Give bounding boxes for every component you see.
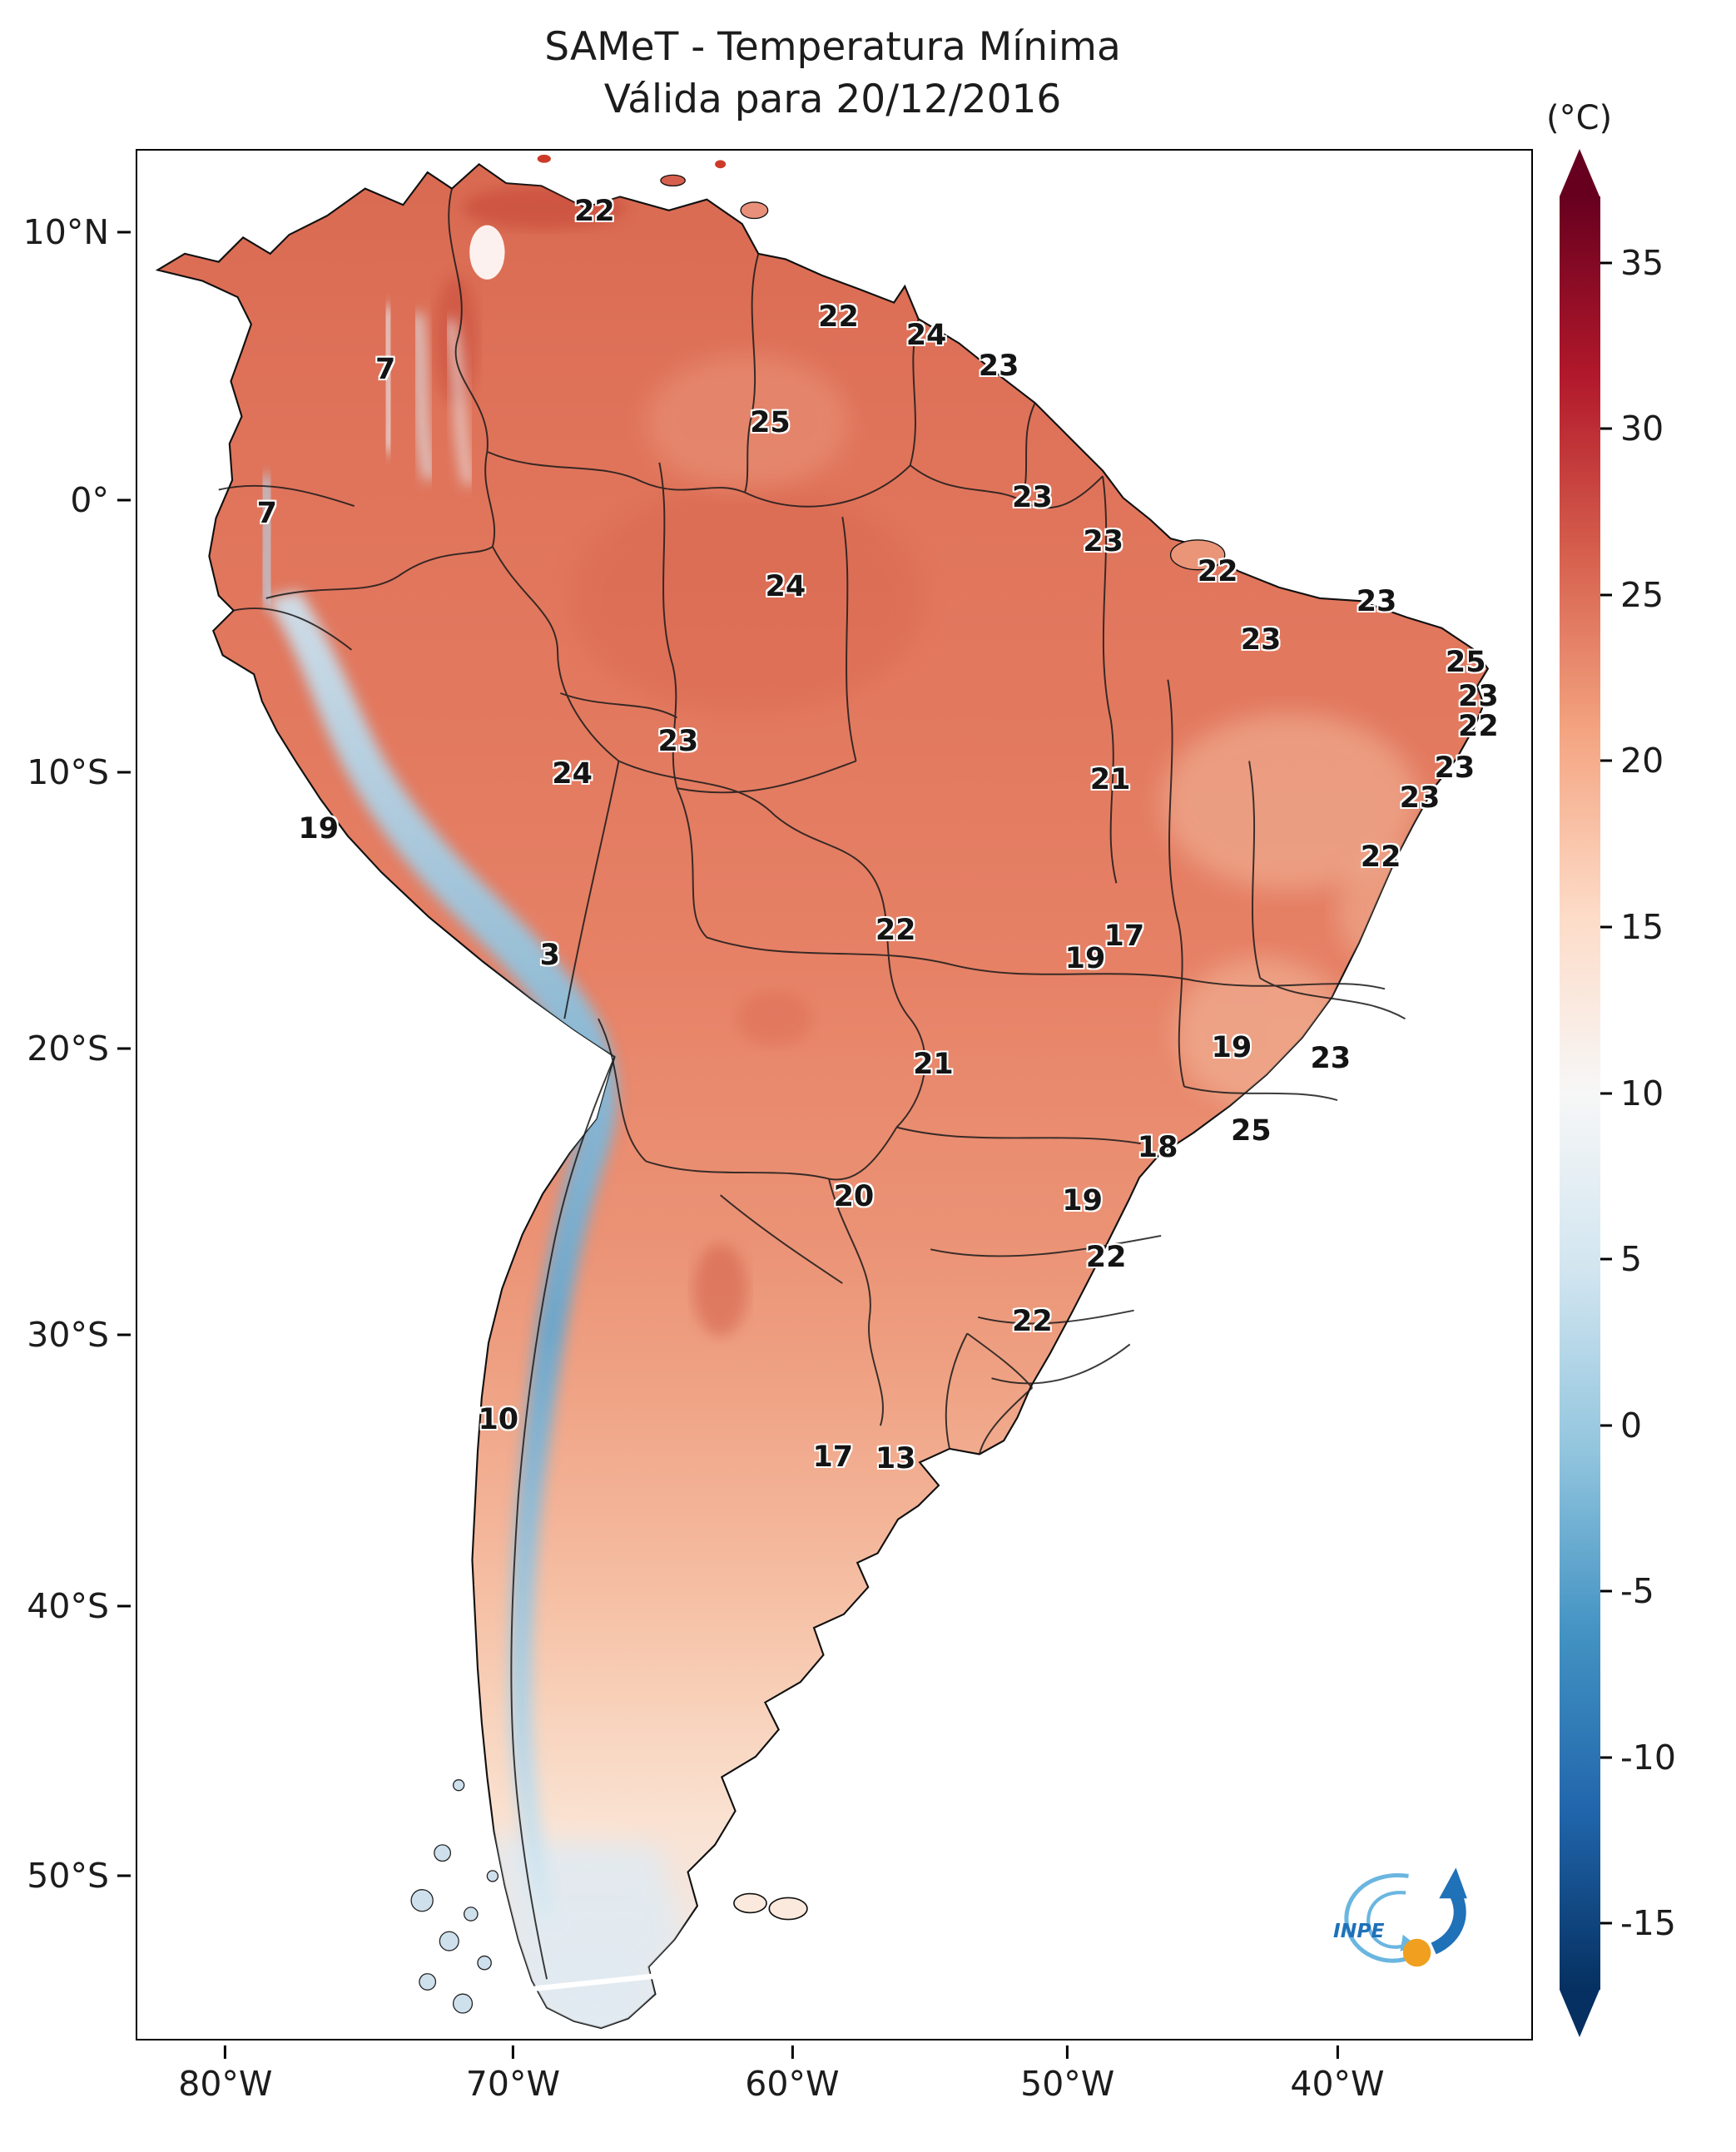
figure-title: SAMeT - Temperatura Mínima Válida para 2… bbox=[136, 22, 1530, 126]
x-axis-tick-label: 40°W bbox=[1290, 2039, 1384, 2104]
figure-title-line1: SAMeT - Temperatura Mínima bbox=[544, 24, 1121, 70]
y-axis-tick-label: 40°S bbox=[27, 1586, 137, 1626]
strait-of-magellan bbox=[534, 1969, 692, 1991]
colorbar-tick-label: 20 bbox=[1600, 741, 1664, 781]
y-axis-tick-label: 30°S bbox=[27, 1315, 137, 1355]
colorbar-tick-label: 5 bbox=[1600, 1239, 1642, 1279]
x-axis-tick-label: 50°W bbox=[1020, 2039, 1114, 2104]
colorbar-tick-label: 10 bbox=[1600, 1074, 1664, 1113]
inpe-swirl-outer bbox=[1344, 1872, 1412, 1963]
inpe-logo-text: INPE bbox=[1333, 1919, 1385, 1942]
colorbar-tick-labels: 35 30 25 20 15 10 5 0 -5 -10 -15 bbox=[1600, 196, 1725, 1990]
lake-maracaibo bbox=[469, 225, 505, 280]
colorbar-unit-label: (°C) bbox=[1546, 99, 1613, 137]
colorbar: (°C) 35 30 25 20 15 10 5 0 -5 -10 -15 bbox=[1546, 99, 1676, 2037]
y-axis-tick-label: 50°S bbox=[27, 1856, 137, 1896]
y-axis-tick-label: 10°N bbox=[23, 212, 137, 252]
y-axis-tick-label: 0° bbox=[70, 480, 137, 520]
colorbar-tick-label: 30 bbox=[1600, 409, 1664, 449]
colorbar-tick-label: 25 bbox=[1600, 575, 1664, 615]
colorbar-tick-label: -5 bbox=[1600, 1571, 1654, 1611]
y-axis-tick-label: 20°S bbox=[27, 1029, 137, 1069]
inpe-swirl-inner bbox=[1366, 1890, 1410, 1949]
inpe-arrow bbox=[1431, 1886, 1466, 1955]
colorbar-gradient bbox=[1560, 196, 1600, 1990]
y-axis-tick-label: 10°S bbox=[27, 752, 137, 792]
political-borders bbox=[218, 188, 1406, 1980]
colorbar-tick-label: -15 bbox=[1600, 1903, 1676, 1943]
x-axis-tick-label: 60°W bbox=[745, 2039, 839, 2104]
colorbar-arrow-top bbox=[1560, 149, 1600, 196]
inpe-logo: INPE bbox=[1325, 1854, 1492, 1990]
islands bbox=[410, 154, 1226, 2014]
lake-titicaca bbox=[549, 1028, 572, 1042]
map-plot-area: 22 22 24 23 7 25 7 23 23 22 24 23 23 25 23 22 23 23 24 21 23… bbox=[23, 149, 1533, 2104]
figure-title-line2: Válida para 20/12/2016 bbox=[603, 76, 1062, 122]
andes-cold-band bbox=[265, 591, 618, 1928]
inpe-orange-dot bbox=[1402, 1938, 1431, 1966]
colorbar-tick-label: 15 bbox=[1600, 907, 1664, 947]
colorbar-tick-label: -10 bbox=[1600, 1738, 1676, 1778]
inpe-arrowhead bbox=[1439, 1867, 1467, 1898]
continent-shape bbox=[155, 162, 1490, 2030]
colorbar-arrow-bottom bbox=[1560, 1990, 1600, 2037]
south-america-map bbox=[155, 154, 1490, 2030]
x-axis-tick-label: 70°W bbox=[466, 2039, 560, 2104]
colorbar-tick-label: 0 bbox=[1600, 1406, 1642, 1445]
x-axis-tick-label: 80°W bbox=[178, 2039, 272, 2104]
colorbar-tick-label: 35 bbox=[1600, 243, 1664, 283]
